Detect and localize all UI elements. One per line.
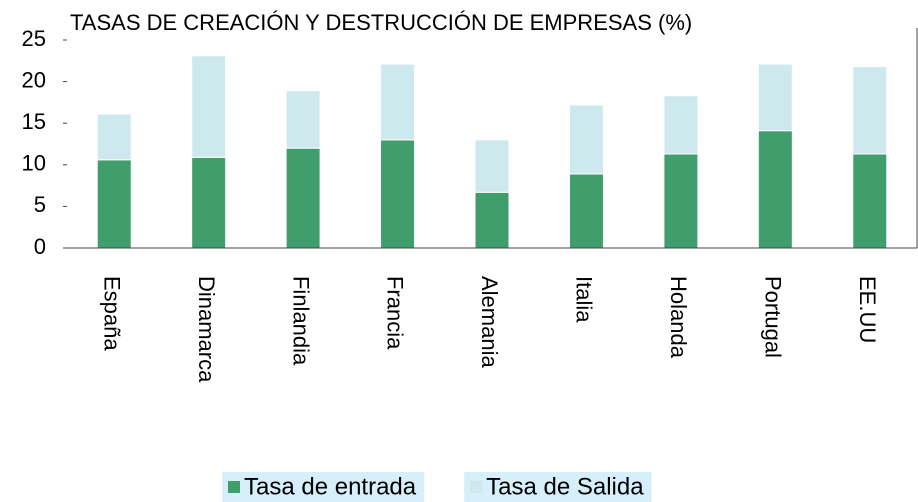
- bar-segment: [96, 113, 132, 161]
- bar-segment: [380, 63, 416, 141]
- legend-item: Tasa de Salida: [464, 472, 652, 502]
- bar-segment: [380, 139, 416, 249]
- y-tick-label: 15: [22, 109, 46, 134]
- y-tick-label: 25: [22, 26, 46, 51]
- bar-segment: [663, 95, 699, 155]
- y-tick-label: 0: [34, 234, 46, 259]
- bar-segment: [757, 63, 793, 132]
- x-tick-label: Italia: [572, 276, 597, 323]
- legend-label: Tasa de Salida: [486, 473, 644, 500]
- x-tick-label: España: [99, 276, 124, 351]
- bar-segment: [852, 66, 888, 155]
- bar-segment: [191, 55, 227, 158]
- x-tick-label: EE.UU: [855, 276, 880, 343]
- bar-segment: [96, 159, 132, 249]
- x-tick-label: Francia: [383, 276, 408, 350]
- x-tick-label: Finlandia: [288, 276, 313, 366]
- bar-segment: [568, 104, 604, 175]
- x-tick-label: Dinamarca: [194, 276, 219, 383]
- bar-segment: [474, 139, 510, 193]
- legend-marker: [228, 481, 240, 493]
- chart-title: TASAS DE CREACIÓN Y DESTRUCCIÓN DE EMPRE…: [70, 10, 692, 35]
- y-tick-label: 5: [34, 192, 46, 217]
- bar-segment: [474, 191, 510, 249]
- bar-segment: [285, 90, 321, 149]
- y-tick-label: 10: [22, 151, 46, 176]
- bar-segment: [285, 147, 321, 249]
- bar-segment: [852, 153, 888, 249]
- bar-segment: [568, 173, 604, 249]
- y-tick-label: 20: [22, 67, 46, 92]
- legend-marker: [470, 481, 483, 493]
- legend-label: Tasa de entrada: [244, 473, 417, 500]
- x-tick-label: Alemania: [477, 276, 502, 368]
- bar-segment: [663, 153, 699, 249]
- x-tick-label: Portugal: [761, 276, 786, 358]
- legend-background: [464, 472, 652, 502]
- bar-segment: [191, 156, 227, 249]
- legend-background: [222, 472, 425, 502]
- bar-segment: [757, 130, 793, 249]
- legend-item: Tasa de entrada: [222, 472, 425, 502]
- x-tick-label: Holanda: [666, 276, 691, 359]
